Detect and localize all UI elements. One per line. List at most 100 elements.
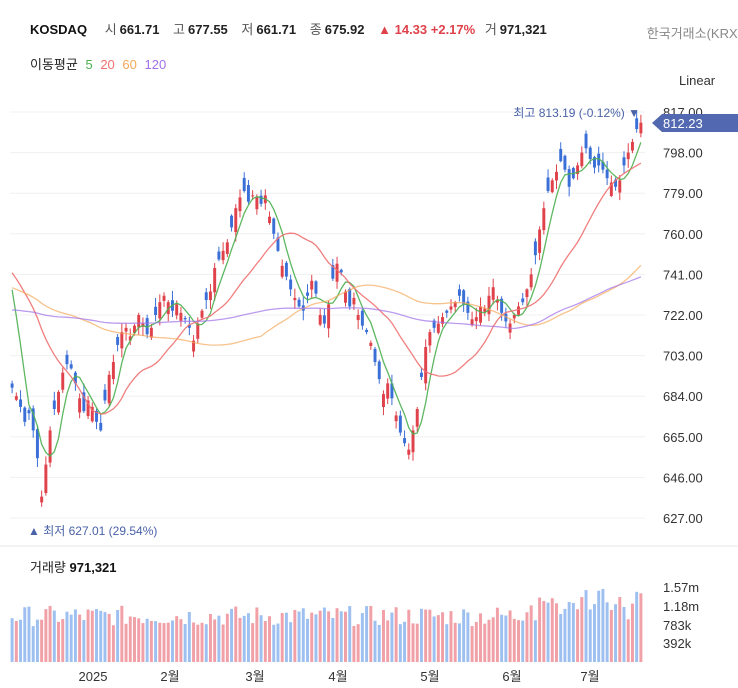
volume-bar xyxy=(457,623,461,662)
candle-body xyxy=(352,297,356,305)
candle-body xyxy=(580,152,584,167)
candle-body xyxy=(14,396,18,400)
y-tick-label: 779.00 xyxy=(663,186,703,201)
volume-bar xyxy=(559,613,563,662)
candle-body xyxy=(158,302,162,319)
scale-mode-button[interactable]: Linear xyxy=(679,73,716,88)
candle-body xyxy=(559,148,563,162)
candle-body xyxy=(95,410,98,422)
volume-bar xyxy=(335,608,339,662)
volume-bar xyxy=(466,612,470,662)
volume-bar xyxy=(512,618,516,662)
volume-bar xyxy=(73,609,77,662)
volume-bar xyxy=(116,609,120,662)
y-tick-label: 760.00 xyxy=(663,227,703,242)
volume-bar xyxy=(609,610,613,662)
volume-bar xyxy=(225,613,229,662)
open-value: 661.71 xyxy=(119,22,160,37)
y-tick-label: 646.00 xyxy=(663,470,703,485)
ma-legend[interactable]: 이동평균 5 20 60 120 xyxy=(30,54,170,73)
volume-bar xyxy=(111,625,115,662)
candle-body xyxy=(348,288,352,307)
candle-body xyxy=(10,383,14,388)
candle-body xyxy=(512,315,516,319)
ma-20-label[interactable]: 20 xyxy=(100,57,115,72)
volume-bar xyxy=(394,607,398,662)
candle-body xyxy=(403,438,407,444)
candle-body xyxy=(369,342,373,346)
ma-120-label[interactable]: 120 xyxy=(144,57,167,72)
volume-bar xyxy=(571,602,575,662)
volume-bar xyxy=(432,616,436,662)
open-label: 시 xyxy=(104,22,117,37)
volume-bar xyxy=(107,613,111,662)
candle-body xyxy=(310,280,314,290)
candle-body xyxy=(360,310,364,326)
candle-body xyxy=(40,496,44,503)
volume-bar xyxy=(449,611,453,662)
volume-bar xyxy=(103,612,107,662)
candle-body xyxy=(65,354,69,365)
volume-bar xyxy=(508,610,512,662)
candle-body xyxy=(99,422,103,431)
volume-bar xyxy=(306,618,309,662)
volume-bar xyxy=(95,609,98,662)
last-price-tag xyxy=(652,114,738,132)
candle-body xyxy=(179,312,183,321)
candle-body xyxy=(550,180,554,193)
ma-60-label[interactable]: 60 xyxy=(122,57,137,72)
volume-bar xyxy=(436,615,440,662)
volume-bar xyxy=(301,608,305,662)
volume-bar xyxy=(187,612,191,662)
candle-body xyxy=(297,299,301,307)
candle-body xyxy=(398,415,402,433)
volume-bar xyxy=(69,614,73,662)
candle-body xyxy=(630,141,634,151)
high-value: 677.55 xyxy=(188,22,228,37)
candle-body xyxy=(609,182,613,196)
candle-body xyxy=(546,177,550,192)
y-tick-label: 684.00 xyxy=(663,389,703,404)
volume-bar xyxy=(529,605,533,662)
candle-body xyxy=(116,337,120,345)
volume-bar xyxy=(517,620,520,662)
candle-body xyxy=(584,133,588,149)
symbol-name[interactable]: KOSDAQ xyxy=(30,22,88,37)
volume-bar xyxy=(154,621,158,662)
candle-body xyxy=(293,297,297,301)
x-tick-label: 4월 xyxy=(328,669,347,684)
volume-bar xyxy=(563,608,567,662)
ma-5-label[interactable]: 5 xyxy=(85,57,93,72)
candle-body xyxy=(107,374,111,404)
volume-bar xyxy=(242,615,246,662)
candle-body xyxy=(394,415,398,422)
volume-legend-value: 971,321 xyxy=(69,560,117,575)
volume-bar xyxy=(424,609,428,662)
candle-body xyxy=(213,267,217,293)
volume-bar xyxy=(297,611,301,662)
ma-20-line xyxy=(11,162,642,415)
volume-bar xyxy=(352,626,356,662)
volume-bar xyxy=(356,624,360,662)
candle-body xyxy=(483,308,487,312)
candle-body xyxy=(200,310,204,318)
candle-body xyxy=(306,292,309,296)
candle-body xyxy=(390,383,394,399)
volume-bar xyxy=(204,624,208,662)
x-tick-label: 3월 xyxy=(245,669,264,684)
candle-body xyxy=(124,327,128,332)
volume-bar xyxy=(128,616,132,662)
volume-bar xyxy=(626,619,630,662)
candle-body xyxy=(284,262,288,277)
candle-body xyxy=(470,319,474,325)
volume-bar xyxy=(310,612,314,662)
candle-body xyxy=(597,153,601,166)
candle-body xyxy=(521,298,525,303)
candle-body xyxy=(576,165,580,175)
volume-bar xyxy=(635,591,639,662)
candle-body xyxy=(238,197,242,212)
candle-body xyxy=(289,279,293,290)
close-label: 종 xyxy=(309,22,322,37)
candle-body xyxy=(44,464,48,494)
